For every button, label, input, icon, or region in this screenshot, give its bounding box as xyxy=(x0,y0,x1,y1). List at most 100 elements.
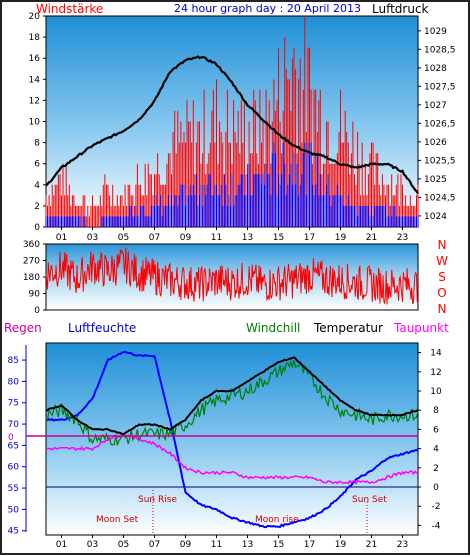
compass-label: N xyxy=(438,238,447,252)
humidity-tick-label: 45 xyxy=(8,527,19,537)
hour-tick-label: 17 xyxy=(304,233,315,243)
direction-tick-label: 180 xyxy=(23,273,40,283)
humidity-tick-label: 80 xyxy=(8,377,20,387)
pressure-tick-label: 1024 xyxy=(424,212,447,222)
hour-tick-label: 09 xyxy=(180,540,192,550)
hour-tick-label: 13 xyxy=(242,233,253,243)
wind-tick-label: 12 xyxy=(29,96,40,106)
pressure-axis: 1024 1024,5 1025 1025,5 1026 1026,5 1027 1027,5… xyxy=(418,27,456,222)
hour-tick-label: 21 xyxy=(366,233,377,243)
humidity-tick-label: 85 xyxy=(8,356,19,366)
temperature-tick-label: 6 xyxy=(433,425,439,435)
pressure-tick-label: 1027,5 xyxy=(424,82,456,92)
wind-average-series xyxy=(45,142,419,227)
humidity-tick-label: 70 xyxy=(8,420,20,430)
pressure-tick-label: 1026,5 xyxy=(424,119,456,129)
windchill-series xyxy=(45,359,419,446)
wind-tick-label: 16 xyxy=(29,54,41,64)
legend-windchill: Windchill xyxy=(246,321,300,335)
wind-tick-label: 14 xyxy=(29,75,41,85)
wind-direction-series xyxy=(45,247,419,305)
direction-tick-label: 90 xyxy=(29,290,41,300)
compass-label: N xyxy=(438,302,447,316)
hour-tick-label: 17 xyxy=(304,540,315,550)
hour-tick-label: 07 xyxy=(149,540,160,550)
temperature-tick-label: 4 xyxy=(433,445,439,455)
humidity-tick-label: 65 xyxy=(8,441,19,451)
wind-tick-label: 4 xyxy=(34,181,40,191)
hour-tick-label: 03 xyxy=(87,233,98,243)
hour-tick-label: 03 xyxy=(87,540,98,550)
wind-axis: 0 2 4 6 8 10 12 14 16 18 20 xyxy=(29,12,46,233)
hour-tick-label: 15 xyxy=(273,540,284,550)
temperature-tick-label: 0 xyxy=(433,483,439,493)
temperature-tick-label: 14 xyxy=(430,349,442,359)
hour-tick-label: 11 xyxy=(211,540,222,550)
hour-tick-label: 01 xyxy=(56,540,67,550)
chart-title: 24 hour graph day : 20 April 2013 xyxy=(174,2,361,15)
humidity-tick-label: 55 xyxy=(8,484,19,494)
hour-tick-label: 23 xyxy=(397,233,408,243)
pressure-tick-label: 1025,5 xyxy=(424,156,456,166)
wind-strength-label: Windstärke xyxy=(36,2,103,16)
legend-taupunkt: Taupunkt xyxy=(393,321,449,335)
temperature-tick-label: 2 xyxy=(433,464,439,474)
temp-humidity-series xyxy=(45,350,419,529)
sun-rise-label: Sun Rise xyxy=(138,495,177,505)
hour-tick-label: 15 xyxy=(273,233,284,243)
legend-temperatur: Temperatur xyxy=(313,321,383,335)
moon-rise-label: Moon rise xyxy=(255,515,299,525)
temperature-tick-label: 10 xyxy=(430,387,442,397)
humidity-tick-label: 75 xyxy=(8,399,19,409)
hour-tick-label: 05 xyxy=(118,540,129,550)
wind-tick-label: 2 xyxy=(34,202,40,212)
temperature-series xyxy=(45,356,419,436)
wind-tick-label: 18 xyxy=(29,33,41,43)
hour-tick-label: 09 xyxy=(180,233,192,243)
hour-tick-label: 07 xyxy=(149,233,160,243)
wind-direction-axis: 0 90 180 270 360 xyxy=(23,240,46,316)
direction-tick-label: 360 xyxy=(23,240,40,250)
hour-axis-bottom: 01 03 05 07 09 11 13 15 17 19 21 23 xyxy=(56,535,408,550)
compass-label: O xyxy=(437,286,446,300)
hour-tick-label: 13 xyxy=(242,540,253,550)
humidity-axis: 45 50 55 60 65 70 75 80 85 xyxy=(8,356,26,537)
hour-tick-label: 19 xyxy=(335,233,347,243)
wind-tick-label: 6 xyxy=(34,160,40,170)
temperature-axis: -4 -2 0 2 4 6 8 10 12 14 xyxy=(418,349,442,531)
pressure-label: Luftdruck xyxy=(372,2,429,16)
humidity-tick-label: 60 xyxy=(8,463,20,473)
pressure-tick-label: 1024,5 xyxy=(424,193,456,203)
pressure-tick-label: 1025 xyxy=(424,175,447,185)
wind-tick-label: 10 xyxy=(29,118,41,128)
direction-tick-label: 270 xyxy=(23,257,40,267)
hour-tick-label: 01 xyxy=(56,233,67,243)
pressure-series xyxy=(45,55,419,195)
compass-label: S xyxy=(438,270,446,284)
rain-zero-label: 0 xyxy=(8,433,14,443)
legend-regen: Regen xyxy=(4,321,42,335)
pressure-tick-label: 1028,5 xyxy=(424,45,456,55)
sun-set-label: Sun Set xyxy=(352,495,387,505)
humidity-series xyxy=(45,350,419,529)
wind-tick-label: 0 xyxy=(34,223,40,233)
compass-label: W xyxy=(436,254,448,268)
hour-axis-top: 01 03 05 07 09 11 13 15 17 19 21 23 xyxy=(56,227,408,243)
temperature-tick-label: 8 xyxy=(433,406,439,416)
direction-tick-label: 0 xyxy=(34,306,40,316)
hour-tick-label: 05 xyxy=(118,233,129,243)
hour-tick-label: 19 xyxy=(335,540,347,550)
legend-luftfeuchte: Luftfeuchte xyxy=(68,321,136,335)
pressure-tick-label: 1026 xyxy=(424,138,447,148)
pressure-tick-label: 1028 xyxy=(424,64,447,74)
wind-direction-series xyxy=(45,247,419,305)
hour-tick-label: 11 xyxy=(211,233,222,243)
pressure-tick-label: 1029 xyxy=(424,27,447,37)
temperature-tick-label: -2 xyxy=(432,502,441,512)
wind-pressure-series xyxy=(45,16,419,227)
temperature-tick-label: 12 xyxy=(430,368,441,378)
humidity-tick-label: 50 xyxy=(8,505,20,515)
temp-humidity-plot-area xyxy=(45,342,419,536)
